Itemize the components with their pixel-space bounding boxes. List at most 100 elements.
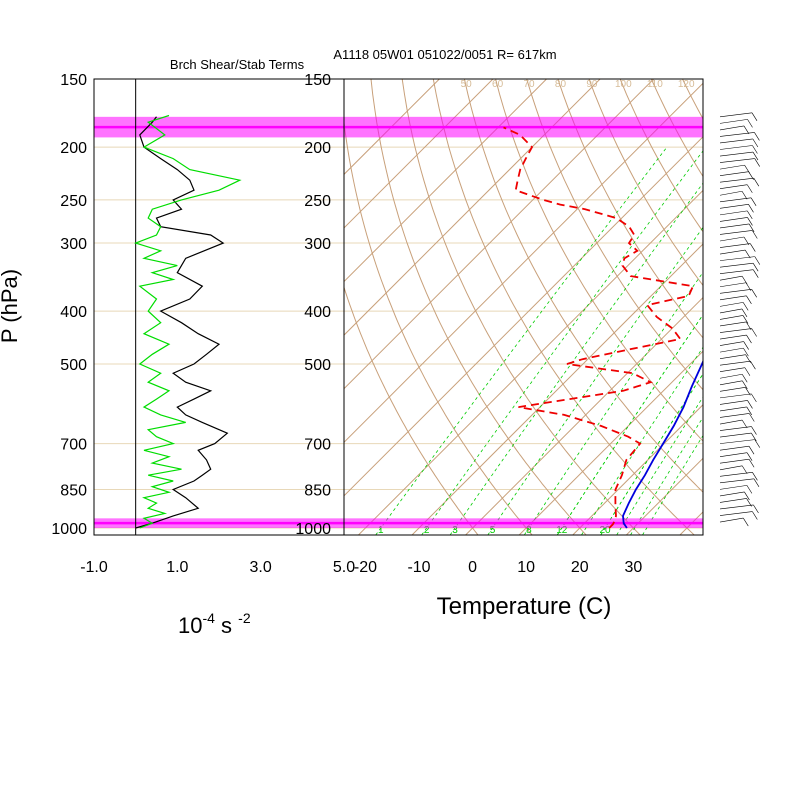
wind-barb-flag	[752, 472, 758, 481]
wind-barb	[719, 354, 746, 359]
temperature-line	[622, 359, 703, 529]
wind-barb-flag	[748, 204, 754, 213]
dry-adiabat-line	[588, 79, 703, 287]
wind-barb	[719, 289, 752, 294]
pressure-tick-label: 500	[60, 357, 87, 374]
wind-barb-flag	[747, 210, 753, 220]
shear-line	[133, 114, 242, 529]
right-x-tick-labels: -20 -10 0 10 20 30	[354, 559, 642, 576]
mixing-ratio-label: 8	[526, 525, 532, 536]
theta-label: 140	[741, 79, 758, 90]
unit-base: 10	[178, 613, 202, 638]
wind-barb	[719, 458, 750, 464]
mixing-ratio-line	[600, 373, 703, 535]
wind-barb-flag	[751, 328, 757, 337]
theta-label: 60	[492, 79, 504, 90]
wind-barb	[719, 138, 753, 144]
isotherm-line	[344, 82, 703, 443]
pressure-tick-label: 150	[60, 72, 87, 89]
wind-barb	[719, 243, 751, 248]
wind-barb	[719, 347, 744, 353]
dry-adiabat-line	[776, 79, 800, 535]
pressure-tick-label: 700	[60, 437, 87, 454]
wind-barb-flag	[747, 184, 753, 193]
x-tick-label: 5.0	[333, 559, 355, 576]
wind-barb-flag	[750, 243, 756, 252]
wind-barb-flag	[752, 511, 758, 520]
wind-barb	[719, 308, 743, 314]
x-axis-label: Temperature (C)	[437, 593, 612, 620]
wind-barb	[719, 491, 745, 497]
wind-barb	[719, 217, 748, 222]
wind-barb	[719, 158, 755, 163]
mixing-ratio-label: 5	[490, 525, 496, 536]
wind-barb	[719, 190, 743, 196]
wind-barb-flag	[751, 426, 757, 435]
wind-barb	[719, 485, 747, 490]
dry-adiabat-line	[714, 79, 800, 535]
wind-barb	[719, 341, 744, 346]
left-series-group	[133, 114, 242, 529]
left-x-tick-labels: -1.0 1.0 3.0 5.0	[80, 559, 355, 576]
mixing-ratio-label: 20	[600, 525, 612, 536]
wind-barb-flag	[748, 459, 755, 468]
unit-exp-1: -4	[202, 610, 215, 626]
wind-barb	[719, 511, 753, 516]
wind-barb-flag	[744, 491, 750, 501]
pressure-tick-label: 500	[304, 357, 331, 374]
isotherm-line	[358, 189, 703, 535]
x-tick-label: 30	[624, 559, 642, 576]
wind-barb	[719, 413, 750, 418]
wind-barb-flag	[741, 308, 748, 318]
isotherm-line	[411, 243, 703, 535]
pressure-tick-label: 400	[60, 304, 87, 321]
wind-barb	[719, 210, 748, 216]
isotherm-line	[344, 79, 601, 336]
wind-barb	[719, 445, 750, 451]
wind-barb-flag	[743, 125, 750, 135]
wind-barb-flag	[752, 262, 759, 272]
wind-barb-flag	[746, 334, 752, 344]
right-pressure-tick-labels: 150 200 250 300 400 500 700 850 1000	[295, 72, 331, 538]
dry-adiabat-line	[745, 79, 800, 535]
dry-adiabat-line	[432, 79, 695, 535]
mixing-ratio-line	[581, 346, 703, 535]
wind-barb-flag	[746, 452, 753, 461]
pressure-tick-label: 200	[304, 140, 331, 157]
wind-barb-flag	[744, 367, 751, 376]
wind-barb	[719, 393, 752, 399]
theta-label: 120	[678, 79, 695, 90]
wind-barb	[719, 164, 745, 170]
wind-barb	[719, 472, 753, 477]
wind-barb	[719, 373, 743, 379]
wind-barb-flag	[741, 191, 748, 200]
left-pressure-tick-labels: 150 200 250 300 400 500 700 850 1000	[51, 72, 87, 538]
right-panel-border	[343, 78, 704, 536]
wind-barb-flag	[746, 295, 752, 304]
mixing-ratio-line	[523, 271, 703, 535]
wind-barb	[719, 321, 747, 327]
dry-adiabat-line	[344, 285, 479, 535]
x-tick-label: -20	[354, 559, 377, 576]
wind-barb-flag	[752, 145, 758, 154]
pressure-tick-label: 150	[304, 72, 331, 89]
stab-line	[135, 116, 229, 529]
wind-barb	[719, 249, 746, 255]
wind-barb-flag	[746, 406, 753, 416]
wind-barb	[719, 236, 745, 242]
wind-barb	[719, 328, 752, 333]
wind-barb-flag	[746, 485, 753, 494]
pressure-tick-label: 300	[304, 236, 331, 253]
wind-barbs	[719, 112, 761, 527]
wind-barb	[719, 400, 748, 405]
wind-barb	[719, 367, 745, 373]
wind-barb-flag	[743, 341, 749, 350]
theta-label: 110	[647, 79, 663, 90]
wind-barb-flag	[748, 446, 755, 455]
wind-barb	[719, 387, 746, 392]
wind-barb	[719, 406, 747, 412]
mixing-ratio-line	[556, 314, 703, 535]
pressure-tick-label: 200	[60, 140, 87, 157]
wind-barb	[719, 204, 749, 209]
